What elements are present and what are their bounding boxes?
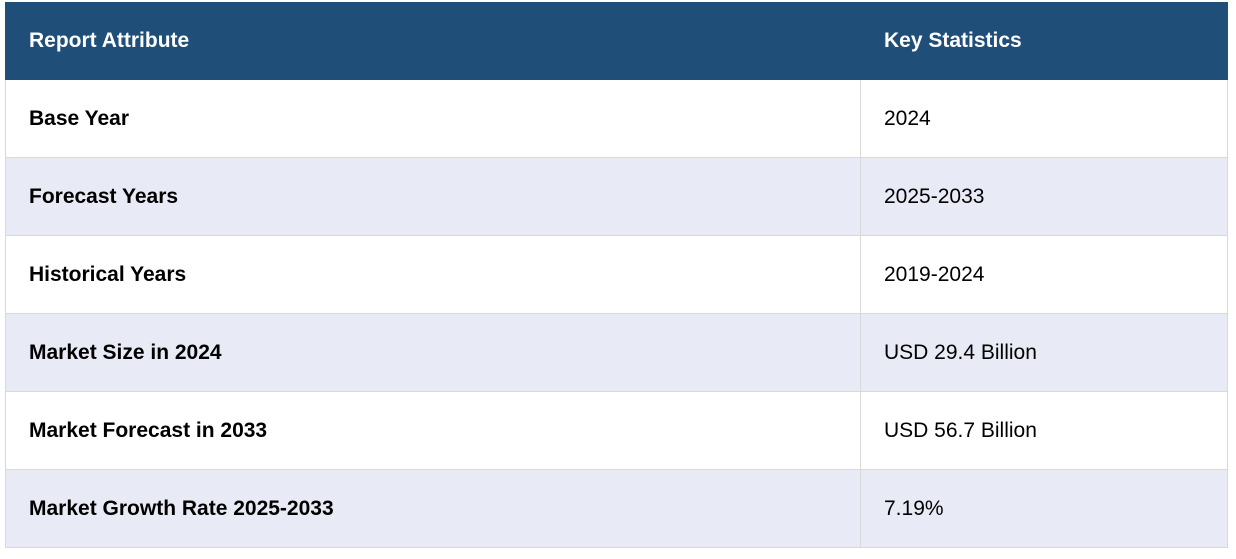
row-attribute: Market Forecast in 2033	[5, 391, 861, 470]
header-row: Report Attribute Key Statistics	[5, 2, 1228, 80]
row-value: 2024	[860, 79, 1228, 158]
row-value: 7.19%	[860, 469, 1228, 548]
row-value: 2025-2033	[860, 157, 1228, 236]
table-row: Forecast Years 2025-2033	[5, 157, 1228, 236]
table-row: Market Forecast in 2033 USD 56.7 Billion	[5, 391, 1228, 470]
row-value: 2019-2024	[860, 235, 1228, 314]
row-attribute: Base Year	[5, 79, 861, 158]
row-attribute: Market Growth Rate 2025-2033	[5, 469, 861, 548]
header-key-statistics: Key Statistics	[860, 2, 1228, 80]
table-body: Base Year 2024 Forecast Years 2025-2033 …	[5, 79, 1228, 548]
row-attribute: Market Size in 2024	[5, 313, 861, 392]
row-value: USD 29.4 Billion	[860, 313, 1228, 392]
table-row: Base Year 2024	[5, 79, 1228, 158]
table-row: Market Size in 2024 USD 29.4 Billion	[5, 313, 1228, 392]
header-report-attribute: Report Attribute	[5, 2, 861, 80]
row-attribute: Historical Years	[5, 235, 861, 314]
report-stats-table-container: Report Attribute Key Statistics Base Yea…	[5, 2, 1228, 548]
report-stats-table: Report Attribute Key Statistics Base Yea…	[5, 2, 1228, 548]
table-row: Market Growth Rate 2025-2033 7.19%	[5, 469, 1228, 548]
table-row: Historical Years 2019-2024	[5, 235, 1228, 314]
row-attribute: Forecast Years	[5, 157, 861, 236]
table-header: Report Attribute Key Statistics	[5, 2, 1228, 80]
row-value: USD 56.7 Billion	[860, 391, 1228, 470]
